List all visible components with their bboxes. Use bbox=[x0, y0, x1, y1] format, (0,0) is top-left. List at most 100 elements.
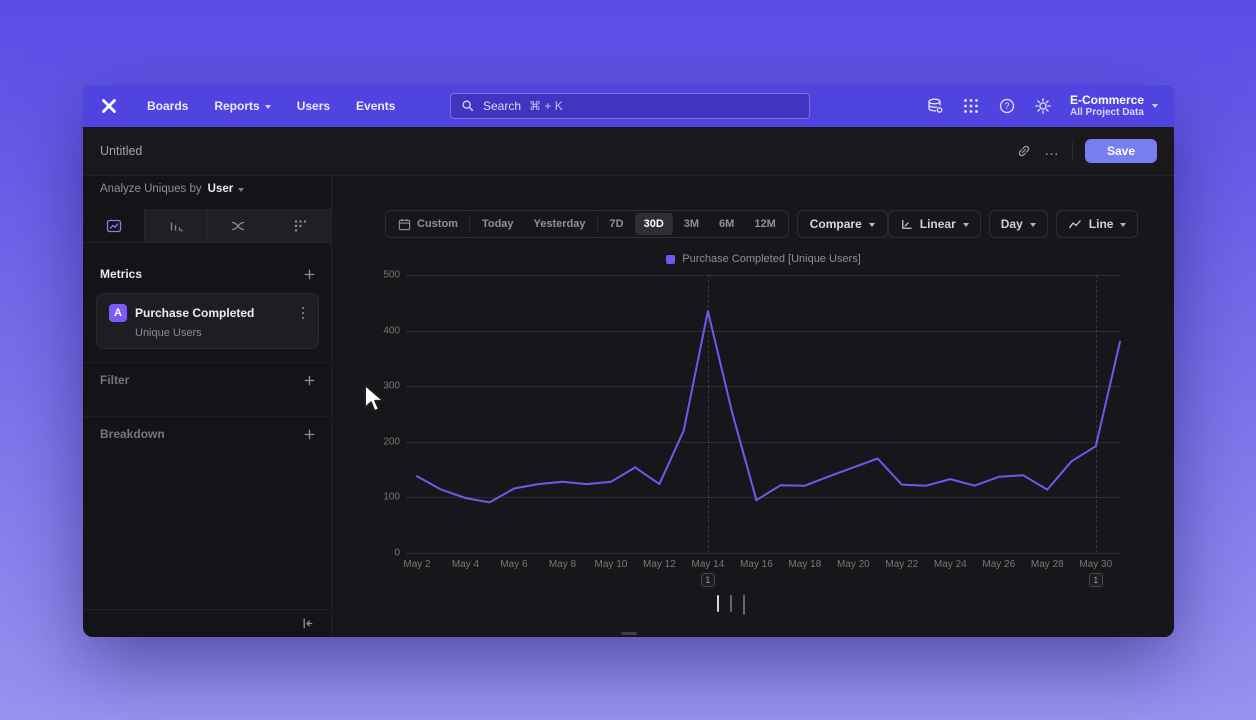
nav-item-boards[interactable]: Boards bbox=[147, 99, 188, 113]
tab-retention[interactable] bbox=[269, 209, 331, 242]
more-options-button[interactable]: … bbox=[1044, 142, 1060, 159]
day-dropdown[interactable]: Day bbox=[988, 210, 1048, 238]
metric-card[interactable]: A Purchase Completed Unique Users bbox=[96, 293, 319, 349]
analyze-prefix-label: Analyze Uniques by bbox=[100, 183, 202, 195]
settings-gear-icon[interactable] bbox=[1034, 97, 1052, 115]
x-axis-label: May 20 bbox=[836, 559, 870, 570]
x-axis-label: May 16 bbox=[739, 559, 773, 570]
linear-dropdown[interactable]: Linear bbox=[887, 210, 981, 238]
range-button-30d[interactable]: 30D bbox=[634, 213, 673, 235]
retention-dots-icon bbox=[292, 218, 308, 234]
search-placeholder: Search bbox=[483, 99, 522, 113]
range-button-7d[interactable]: 7D bbox=[601, 213, 633, 235]
x-axis-label: May 6 bbox=[500, 559, 528, 570]
nav-item-label: Users bbox=[296, 99, 331, 113]
share-link-icon[interactable] bbox=[1016, 143, 1032, 159]
range-label: 7D bbox=[609, 218, 624, 230]
range-label: 3M bbox=[683, 218, 700, 230]
collapse-sidebar-icon[interactable] bbox=[300, 616, 315, 631]
chevron-down-icon bbox=[238, 187, 245, 192]
chevron-down-icon bbox=[868, 222, 875, 227]
view-toggle-chart-and-table[interactable] bbox=[717, 595, 719, 612]
line-chart[interactable] bbox=[407, 275, 1121, 554]
split-rows-icon bbox=[717, 595, 719, 612]
line-dropdown[interactable]: Line bbox=[1055, 210, 1139, 238]
resize-handle[interactable] bbox=[620, 632, 637, 635]
calendar-icon bbox=[398, 218, 411, 231]
breakdown-section-header: Breakdown bbox=[100, 427, 316, 441]
divider bbox=[1072, 142, 1073, 160]
help-icon[interactable]: ? bbox=[998, 97, 1016, 115]
nav-menu: Boards Reports Users Events bbox=[147, 99, 395, 113]
range-button-today[interactable]: Today bbox=[473, 213, 523, 235]
linechart-icon bbox=[1068, 218, 1082, 230]
app-window: Boards Reports Users Events Search ⌘ + K ? bbox=[83, 85, 1174, 637]
range-button-6m[interactable]: 6M bbox=[710, 213, 743, 235]
range-label: Yesterday bbox=[533, 218, 586, 230]
axis-icon bbox=[900, 218, 913, 231]
nav-item-reports[interactable]: Reports bbox=[214, 99, 271, 113]
view-toggle-table-only[interactable] bbox=[743, 595, 745, 615]
annotation-badge[interactable]: 1 bbox=[700, 573, 715, 587]
nav-item-users[interactable]: Users bbox=[297, 99, 330, 113]
report-title[interactable]: Untitled bbox=[100, 144, 143, 158]
chevron-down-icon bbox=[1152, 104, 1158, 109]
view-toggle-chart-panel[interactable] bbox=[730, 595, 732, 612]
nav-right: ? E-Commerce All Project Data bbox=[926, 93, 1158, 119]
analyze-row: Analyze Uniques by User bbox=[100, 183, 245, 195]
divider bbox=[83, 362, 331, 363]
mixpanel-logo[interactable] bbox=[99, 95, 121, 117]
metric-subtitle[interactable]: Unique Users bbox=[135, 327, 202, 339]
search-icon bbox=[461, 99, 475, 113]
y-axis-label: 100 bbox=[383, 491, 400, 503]
data-management-icon[interactable] bbox=[926, 97, 944, 115]
add-breakdown-button[interactable] bbox=[303, 428, 316, 441]
y-axis-label: 200 bbox=[383, 436, 400, 448]
tab-funnels[interactable] bbox=[145, 209, 208, 242]
nav-item-events[interactable]: Events bbox=[356, 99, 395, 113]
add-filter-button[interactable] bbox=[303, 374, 316, 387]
apps-grid-icon[interactable] bbox=[962, 97, 980, 115]
tab-flows[interactable] bbox=[207, 209, 270, 242]
annotation-badge[interactable]: 1 bbox=[1088, 573, 1103, 587]
metric-series-badge: A bbox=[109, 304, 127, 322]
project-selector[interactable]: E-Commerce All Project Data bbox=[1070, 93, 1158, 119]
search-input[interactable]: Search ⌘ + K bbox=[450, 93, 810, 119]
analyze-value-dropdown[interactable]: User bbox=[208, 183, 245, 195]
save-button[interactable]: Save bbox=[1085, 139, 1157, 163]
range-button-12m[interactable]: 12M bbox=[745, 213, 784, 235]
chart-series-line bbox=[416, 310, 1121, 504]
thick-bottom-icon bbox=[743, 595, 745, 615]
date-range-group: Custom Today Yesterday 7D 30D 3M 6M 12M bbox=[385, 210, 789, 238]
range-button-custom[interactable]: Custom bbox=[389, 213, 470, 235]
svg-text:?: ? bbox=[1004, 101, 1009, 111]
control-label: Day bbox=[1000, 217, 1023, 231]
x-axis-label: May 26 bbox=[982, 559, 1016, 570]
range-button-3m[interactable]: 3M bbox=[675, 213, 708, 235]
x-axis: May 2 May 4 May 6 May 8 May 10 May 12 May 14 Ma… bbox=[403, 559, 1120, 573]
gridline bbox=[407, 386, 1120, 388]
compare-button[interactable]: Compare bbox=[796, 210, 888, 238]
annotation-line bbox=[1095, 275, 1097, 553]
range-label: Custom bbox=[417, 218, 458, 230]
tab-insights[interactable] bbox=[83, 209, 146, 242]
query-builder-sidebar: Analyze Uniques by User bbox=[83, 176, 332, 637]
nav-item-label: Reports bbox=[214, 99, 260, 113]
x-axis-label: May 14 bbox=[691, 559, 725, 570]
x-axis-label: May 28 bbox=[1030, 559, 1064, 570]
control-label: Line bbox=[1088, 217, 1114, 231]
view-layout-toggles bbox=[717, 595, 745, 615]
chevron-down-icon bbox=[264, 104, 271, 109]
view-controls: Linear Day Line bbox=[887, 210, 1139, 238]
y-axis-label: 500 bbox=[383, 269, 400, 281]
y-axis-label: 0 bbox=[394, 547, 400, 559]
add-metric-button[interactable] bbox=[303, 268, 316, 281]
y-axis-label: 400 bbox=[383, 325, 400, 337]
nav-item-label: Events bbox=[356, 99, 396, 113]
chart-legend: Purchase Completed [Unique Users] bbox=[407, 253, 1120, 265]
breakdown-label: Breakdown bbox=[100, 427, 165, 441]
kebab-menu-icon[interactable] bbox=[298, 305, 309, 322]
range-button-yesterday[interactable]: Yesterday bbox=[525, 213, 598, 235]
chevron-down-icon bbox=[1120, 222, 1127, 227]
